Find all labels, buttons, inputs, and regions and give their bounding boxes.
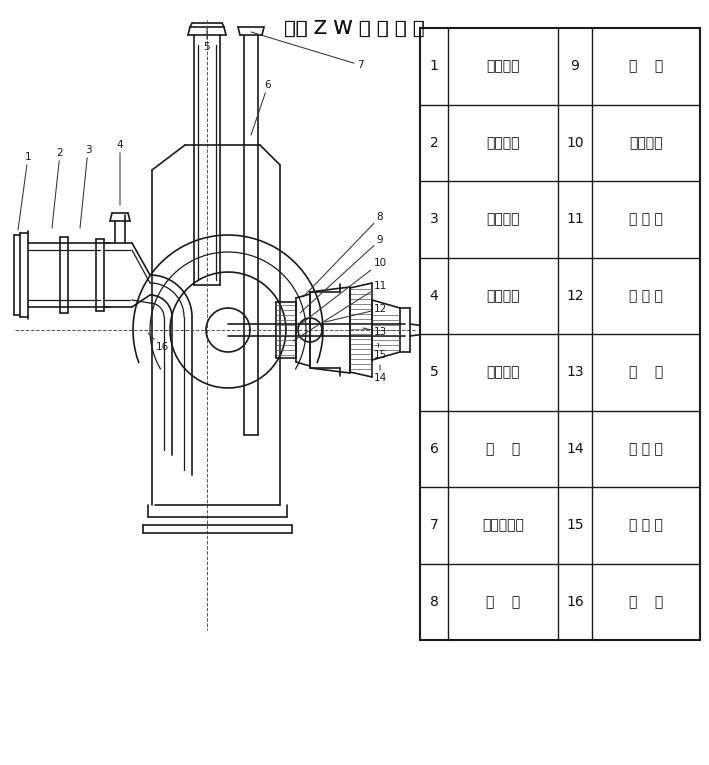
Text: 8: 8	[430, 594, 438, 609]
Text: 1: 1	[18, 152, 31, 230]
Text: 10: 10	[566, 135, 584, 150]
Text: 机械密封: 机械密封	[630, 135, 663, 150]
Bar	[10, 25, 410, 635]
Text: 出口接管: 出口接管	[486, 365, 520, 379]
Text: 11: 11	[293, 281, 386, 341]
Text: 轴 承 座: 轴 承 座	[629, 288, 663, 303]
Text: 7: 7	[251, 32, 363, 70]
Text: 2: 2	[52, 148, 63, 228]
Text: 轴 承 盖: 轴 承 盖	[629, 441, 663, 456]
Text: 11: 11	[566, 212, 584, 226]
Text: 4: 4	[430, 288, 438, 303]
Text: 13: 13	[363, 327, 386, 337]
Text: 7: 7	[430, 518, 438, 532]
Text: 15: 15	[566, 518, 584, 532]
Text: 泵    轴: 泵 轴	[629, 365, 663, 379]
Text: 10: 10	[297, 258, 386, 327]
Text: 挡 水 圈: 挡 水 圈	[629, 212, 663, 226]
Text: 后    盖: 后 盖	[486, 594, 520, 609]
Text: 4: 4	[117, 140, 123, 205]
Text: 进口法兰: 进口法兰	[486, 135, 520, 150]
Text: 6: 6	[251, 80, 272, 135]
Text: 14: 14	[566, 441, 584, 456]
Text: 螺    栓: 螺 栓	[629, 594, 663, 609]
Text: 泵    体: 泵 体	[486, 441, 520, 456]
Text: 进口接管: 进口接管	[486, 59, 520, 73]
Text: 1: 1	[430, 59, 438, 73]
Text: 泵业 Z W 型 结 构 图: 泵业 Z W 型 结 构 图	[284, 18, 424, 37]
Text: 叶    轮: 叶 轮	[629, 59, 663, 73]
Text: 气液分离管: 气液分离管	[482, 518, 524, 532]
Text: 5: 5	[203, 28, 211, 52]
Text: 6: 6	[430, 441, 438, 456]
Text: 2: 2	[430, 135, 438, 150]
Text: 16: 16	[148, 333, 169, 352]
Text: 15: 15	[374, 343, 386, 360]
Text: 8: 8	[303, 212, 384, 297]
Text: 3: 3	[80, 145, 91, 228]
Text: 加水阀门: 加水阀门	[486, 288, 520, 303]
Text: 9: 9	[571, 59, 579, 73]
Text: 12: 12	[566, 288, 584, 303]
Text: 14: 14	[374, 365, 386, 383]
Text: 13: 13	[566, 365, 584, 379]
Text: 9: 9	[300, 235, 384, 313]
Text: 进口底座: 进口底座	[486, 212, 520, 226]
Bar	[420, 28, 700, 640]
Text: 泵业 Z W 型 结 构 图: 泵业 Z W 型 结 构 图	[284, 18, 424, 37]
Text: 底 盖 板: 底 盖 板	[629, 518, 663, 532]
Text: 12: 12	[325, 304, 386, 322]
Text: 3: 3	[430, 212, 438, 226]
Text: 5: 5	[430, 365, 438, 379]
Text: 16: 16	[566, 594, 584, 609]
